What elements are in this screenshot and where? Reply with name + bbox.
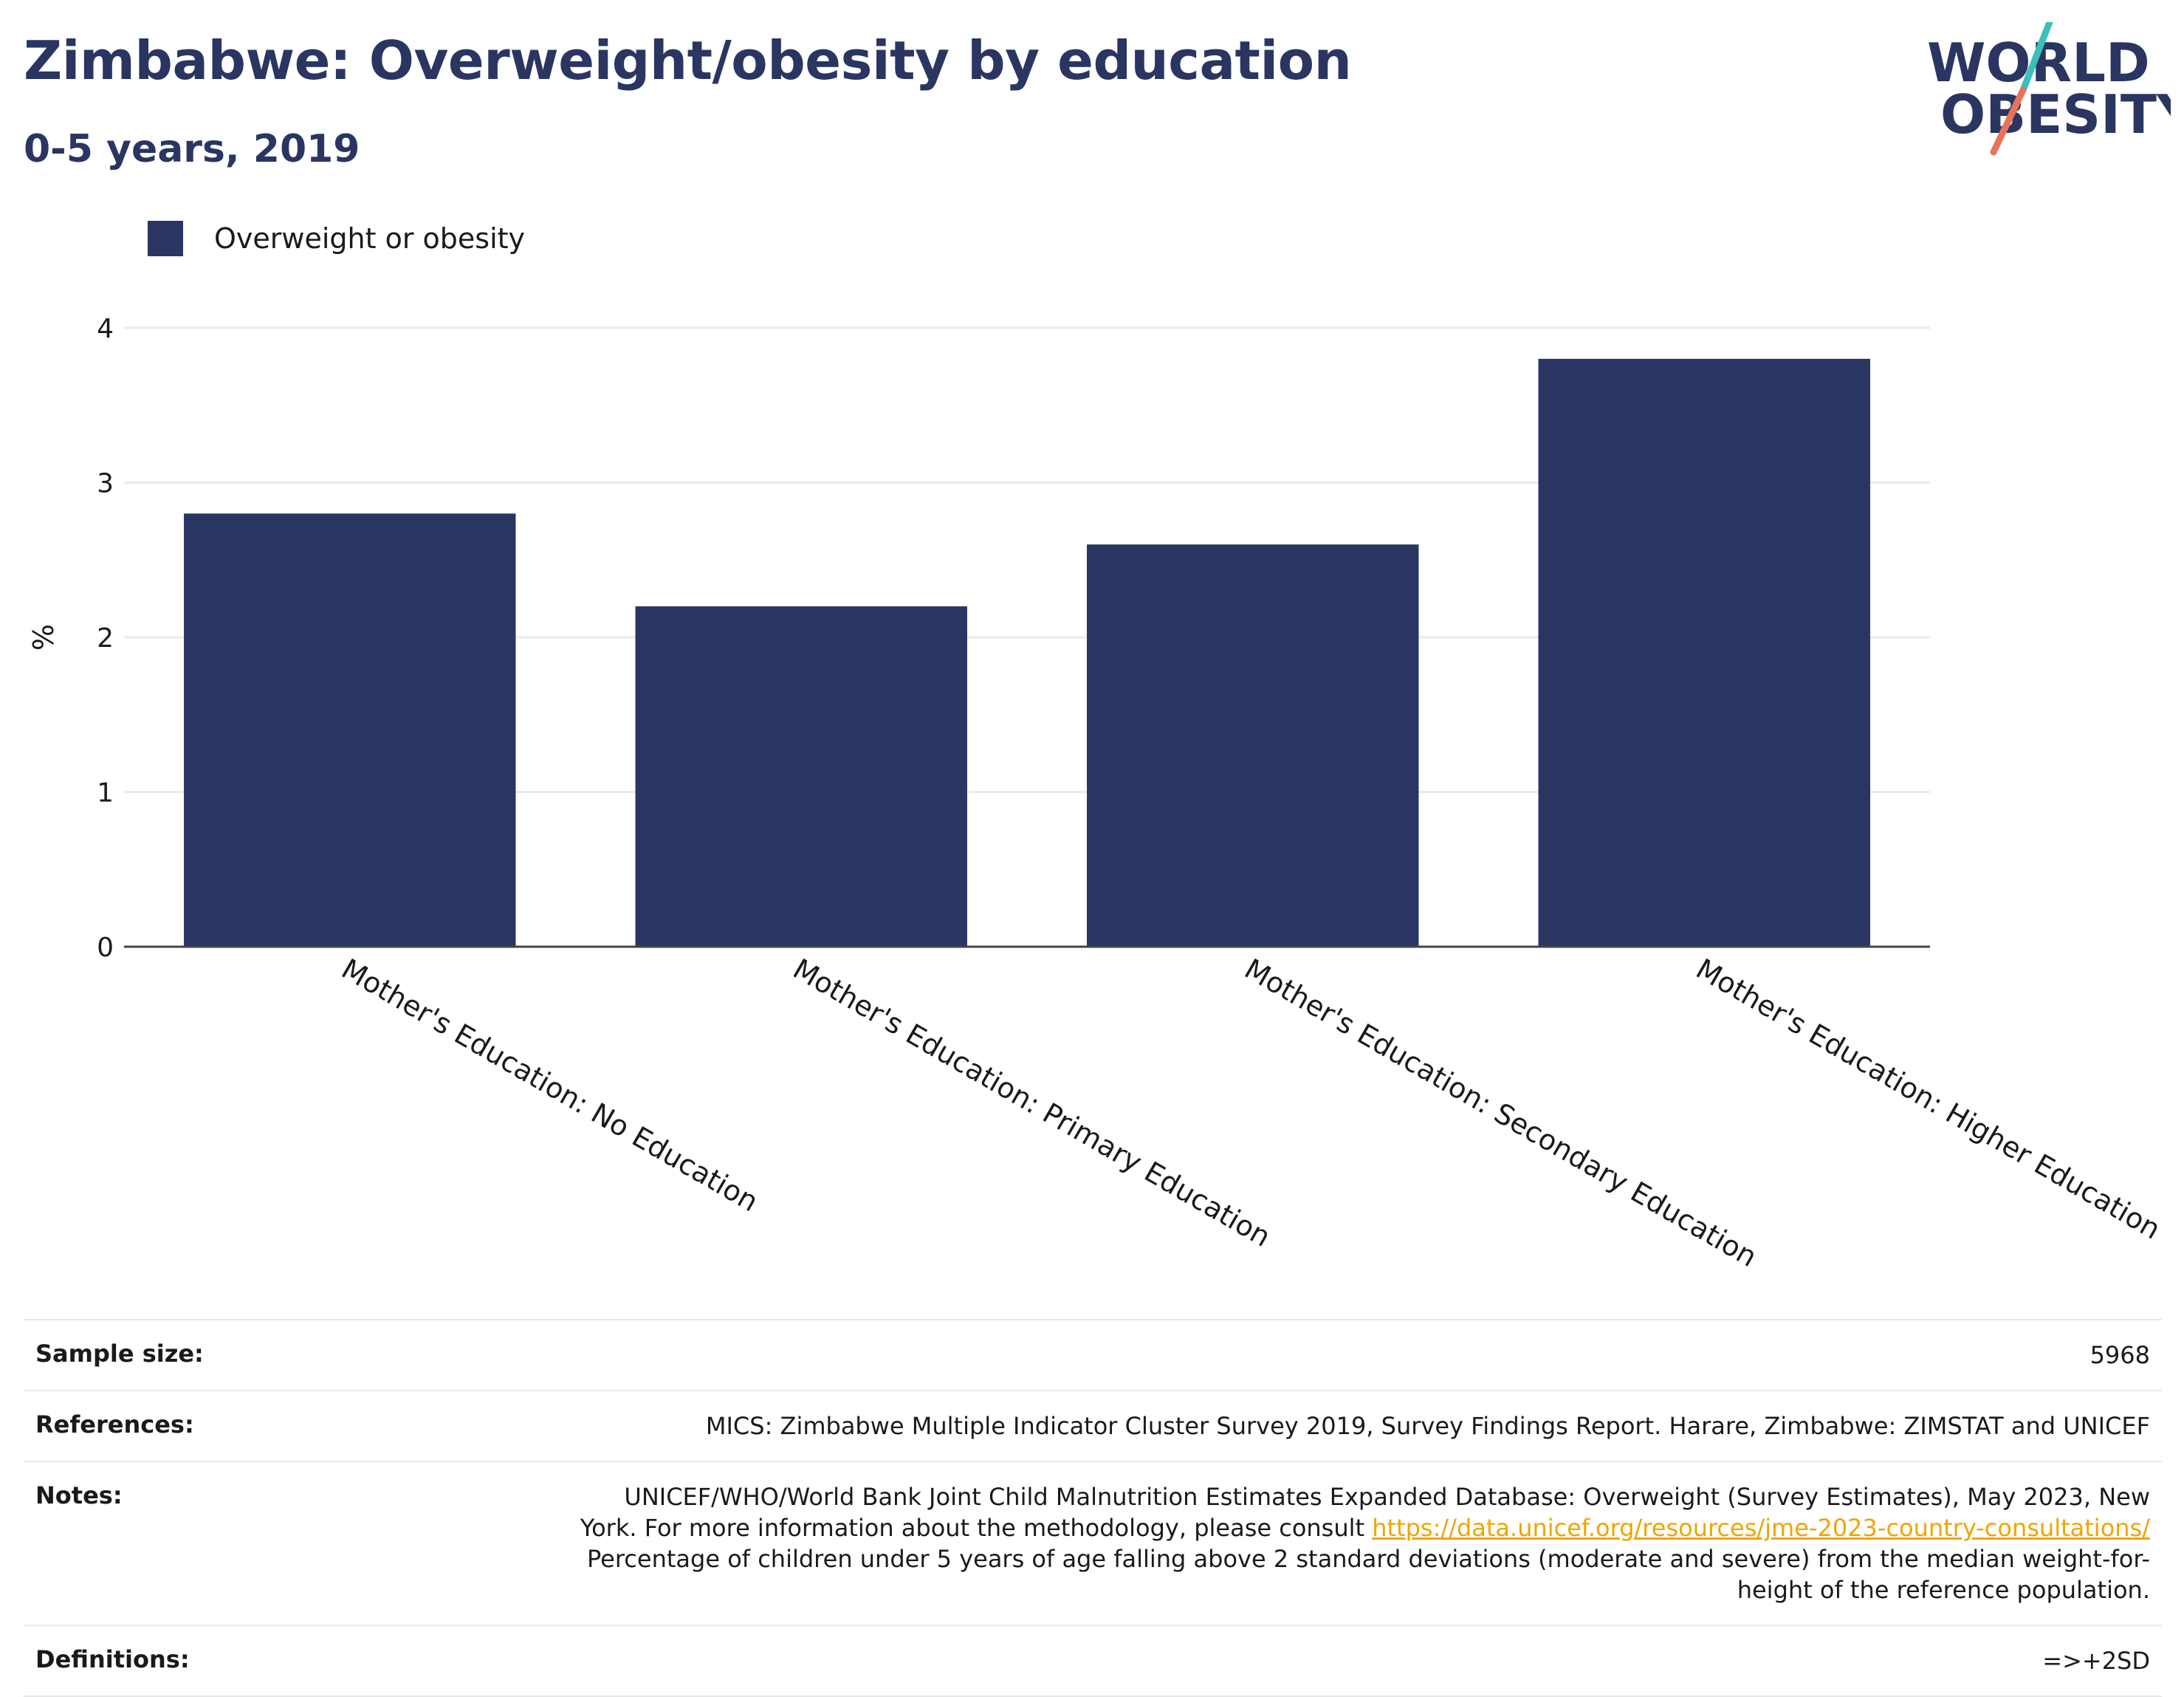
page-subtitle: 0-5 years, 2019 <box>24 127 360 171</box>
notes-line-3: Percentage of children under 5 years of … <box>587 1545 2150 1573</box>
y-axis-title: % <box>27 624 60 651</box>
bar <box>635 606 967 947</box>
definitions-row: Definitions: =>+2SD <box>24 1625 2162 1697</box>
world-obesity-logo: WORLD OBESITY <box>1927 22 2171 156</box>
x-category-label: Mother's Education: Secondary Education <box>1239 953 1762 1274</box>
sample-size-row: Sample size: 5968 <box>24 1319 2162 1391</box>
references-value: MICS: Zimbabwe Multiple Indicator Cluste… <box>269 1390 2162 1461</box>
references-row: References: MICS: Zimbabwe Multiple Indi… <box>24 1390 2162 1461</box>
bar <box>1538 358 1870 947</box>
legend-swatch <box>148 221 183 256</box>
y-tick-label: 1 <box>97 778 114 809</box>
sample-size-label: Sample size: <box>24 1319 269 1391</box>
definitions-label: Definitions: <box>24 1625 269 1697</box>
y-tick-label: 2 <box>97 623 114 654</box>
notes-value: UNICEF/WHO/World Bank Joint Child Malnut… <box>269 1461 2162 1625</box>
notes-label: Notes: <box>24 1461 269 1625</box>
notes-line-4: height of the reference population. <box>1737 1576 2150 1604</box>
sample-size-value: 5968 <box>269 1319 2162 1391</box>
logo-word-obesity: OBESITY <box>1940 83 2171 145</box>
logo-accent-coral <box>1990 86 2027 156</box>
y-tick-label: 4 <box>97 314 114 344</box>
notes-row: Notes: UNICEF/WHO/World Bank Joint Child… <box>24 1461 2162 1625</box>
definitions-value: =>+2SD <box>269 1625 2162 1697</box>
y-tick-label: 3 <box>97 469 114 499</box>
x-category-label: Mother's Education: Primary Education <box>788 953 1277 1253</box>
logo-accent-teal <box>2019 22 2053 94</box>
chart-legend: Overweight or obesity <box>148 220 525 257</box>
notes-link[interactable]: https://data.unicef.org/resources/jme-20… <box>1372 1514 2150 1542</box>
legend-label: Overweight or obesity <box>214 222 526 255</box>
bar <box>1087 544 1419 947</box>
bar <box>184 513 516 947</box>
notes-line-1: UNICEF/WHO/World Bank Joint Child Malnut… <box>624 1483 2150 1511</box>
page-title: Zimbabwe: Overweight/obesity by educatio… <box>24 30 1352 92</box>
info-table: Sample size: 5968 References: MICS: Zimb… <box>24 1319 2162 1697</box>
x-category-label: Mother's Education: Higher Education <box>1691 953 2166 1246</box>
x-category-label: Mother's Education: No Education <box>336 953 763 1218</box>
references-label: References: <box>24 1390 269 1461</box>
y-tick-label: 0 <box>97 933 114 963</box>
notes-line-2: York. For more information about the met… <box>580 1514 1365 1542</box>
